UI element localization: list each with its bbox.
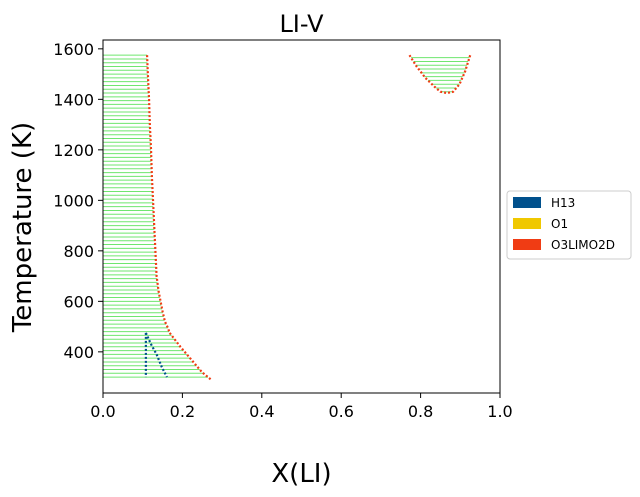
series-line-o3limo2d-4 <box>408 54 472 95</box>
y-axis-title: Temperature (K) <box>8 122 38 333</box>
chart-title: LI-V <box>279 10 324 38</box>
x-tick-label: 0.0 <box>90 402 115 421</box>
x-tick-label: 0.4 <box>249 402 274 421</box>
series-line-h13-3 <box>144 332 168 378</box>
plot-area <box>103 54 472 381</box>
legend-label-h13: H13 <box>551 196 575 210</box>
y-tick-label: 400 <box>63 343 94 362</box>
legend-label-o1: O1 <box>551 217 568 231</box>
y-tick-label: 1600 <box>53 40 94 59</box>
x-tick-label: 1.0 <box>487 402 512 421</box>
y-tick-label: 800 <box>63 242 94 261</box>
legend-swatch-o3limo2d <box>513 239 541 250</box>
x-tick-label: 0.6 <box>328 402 353 421</box>
x-tick-label: 0.8 <box>408 402 433 421</box>
legend: H13 O1 O3LIMO2D <box>506 190 632 260</box>
x-tick-label: 0.2 <box>170 402 195 421</box>
y-tick-label: 1400 <box>53 90 94 109</box>
legend-swatch-o1 <box>513 218 541 229</box>
x-axis-title: X(LI) <box>271 459 331 489</box>
series-line-o3limo2d-0 <box>145 55 171 334</box>
y-tick-label: 1200 <box>53 141 94 160</box>
legend-label-o3limo2d: O3LIMO2D <box>551 238 615 252</box>
y-tick-label: 1000 <box>53 191 94 210</box>
tie-lines <box>103 54 470 378</box>
y-tick-label: 600 <box>63 292 94 311</box>
plot-frame <box>102 39 501 394</box>
axis-ticks: 0.0 0.2 0.4 0.6 0.8 1.0 400 600 800 1000 1200 1400 1… <box>53 40 512 421</box>
legend-swatch-h13 <box>513 197 541 208</box>
